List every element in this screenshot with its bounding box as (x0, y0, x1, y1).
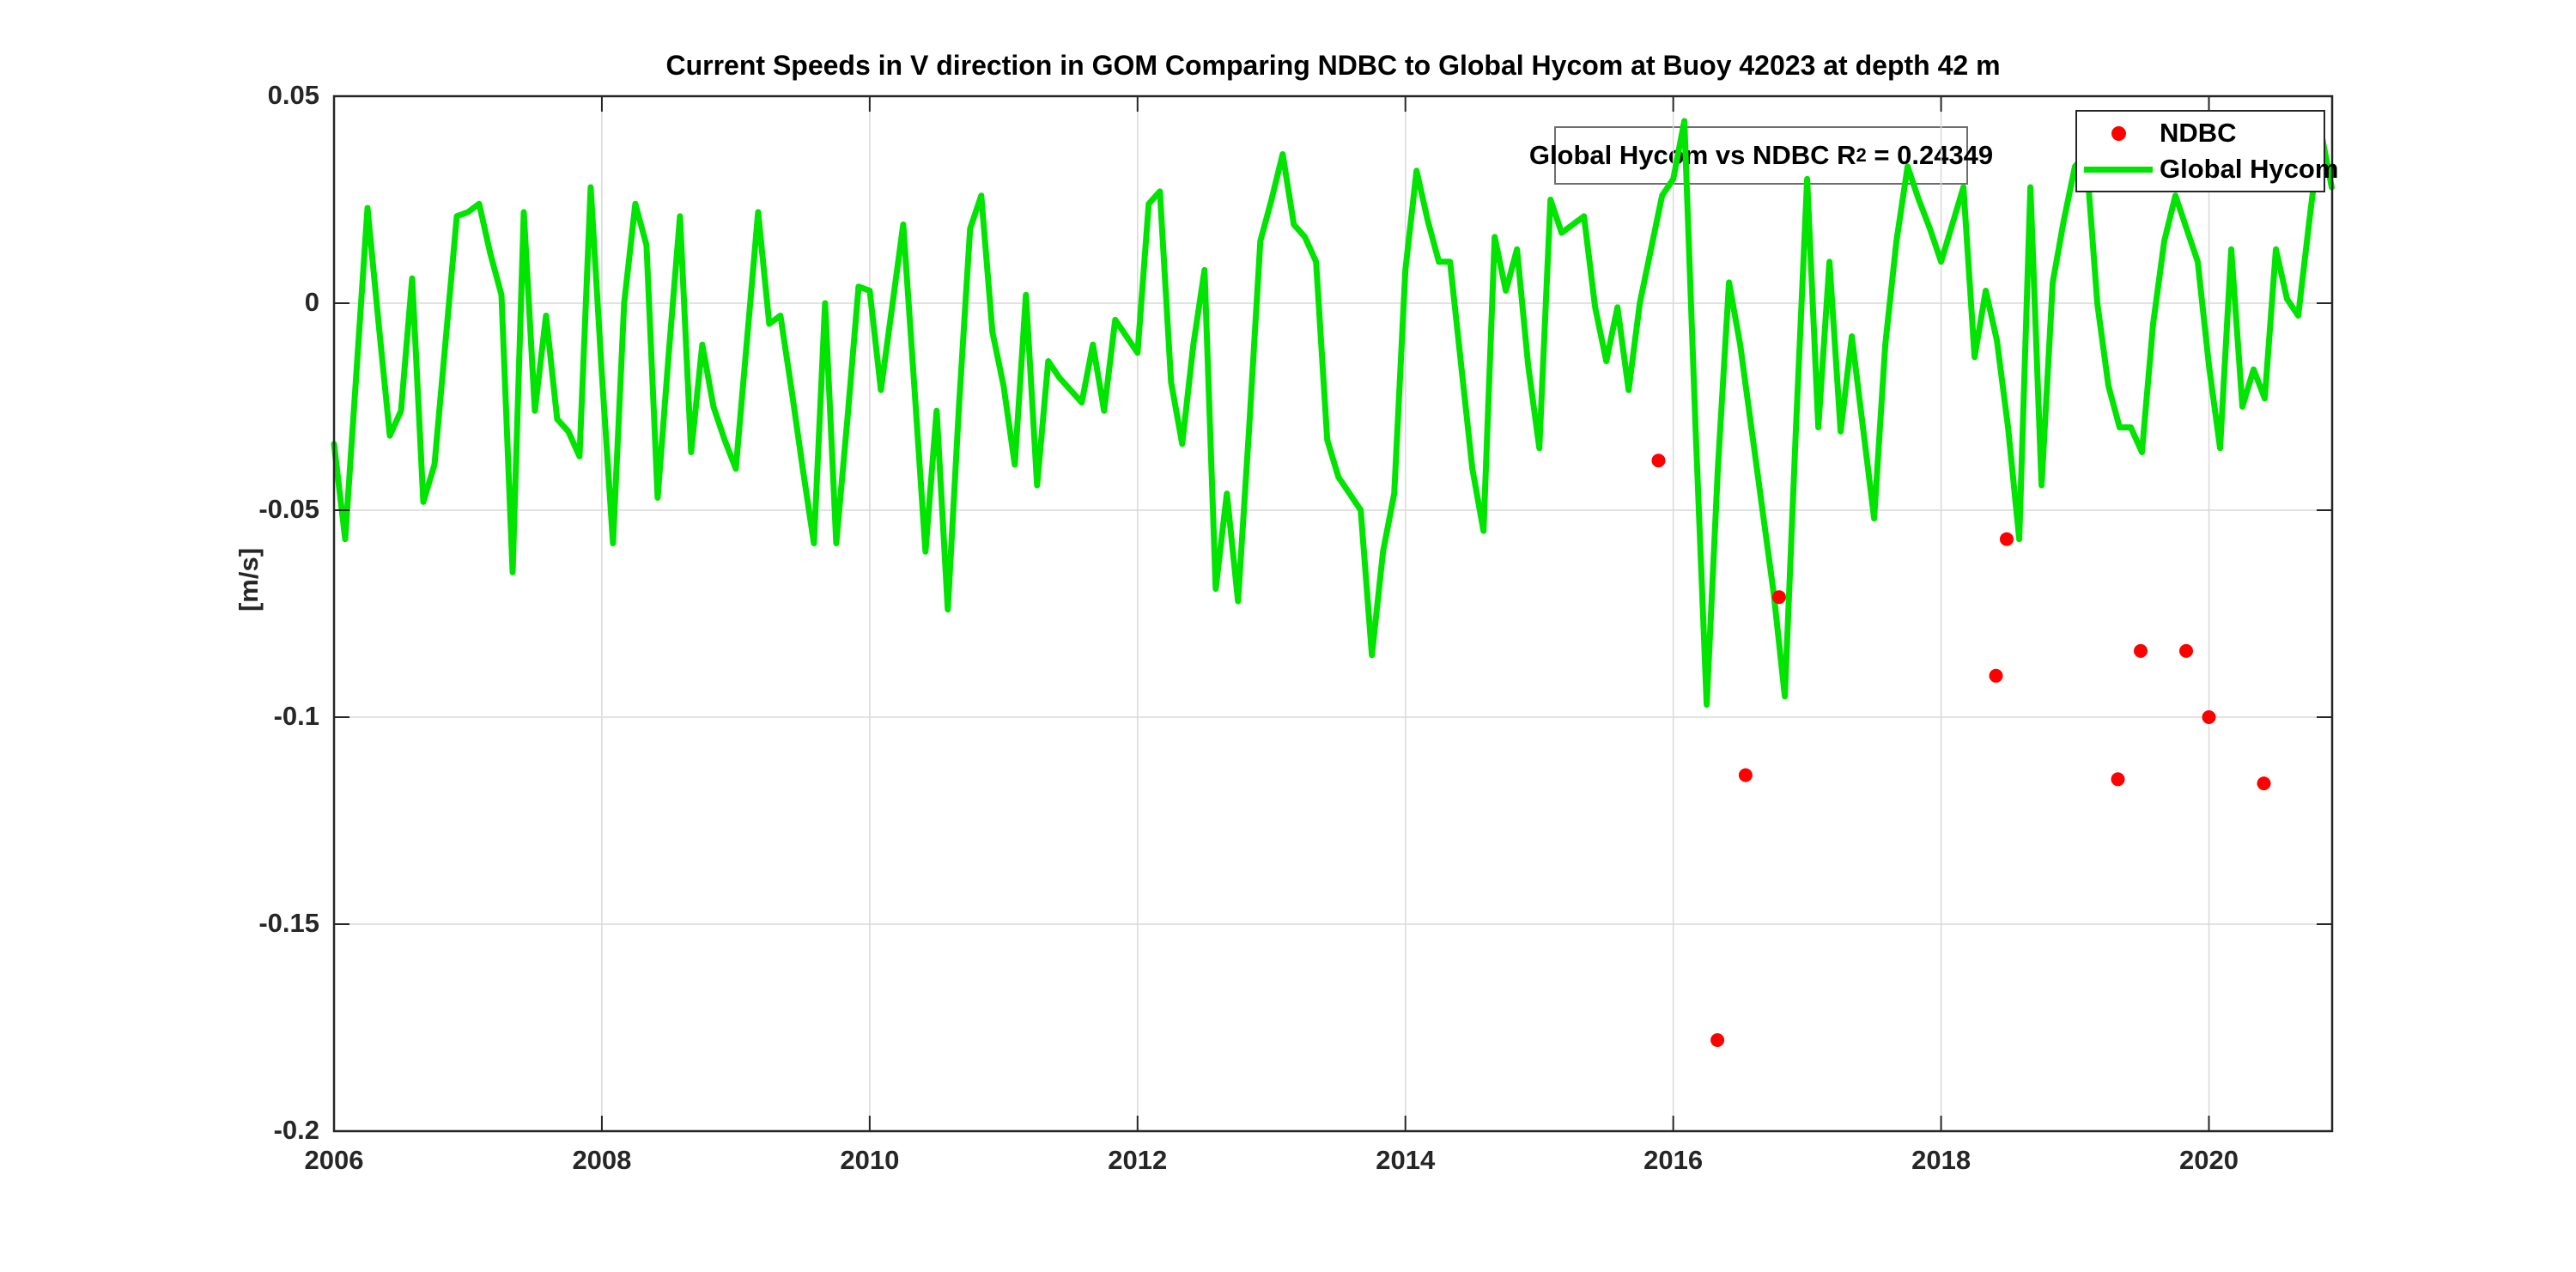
ndbc-data-point (2134, 643, 2148, 658)
ndbc-data-point (1738, 768, 1753, 782)
y-tick-label: -0.1 (273, 701, 319, 731)
x-tick-label: 2006 (304, 1145, 364, 1175)
legend-item-global-hycom: Global Hycom (2077, 153, 2338, 186)
ndbc-data-point (1651, 453, 1666, 468)
legend-label-global-hycom: Global Hycom (2160, 154, 2339, 184)
y-tick-label: 0 (304, 287, 319, 317)
legend-item-ndbc: NDBC (2077, 117, 2324, 149)
r-squared-text-suffix: = 0.24349 (1866, 140, 1994, 170)
ndbc-data-point (2179, 643, 2193, 658)
x-tick-label: 2020 (2179, 1145, 2239, 1175)
axes-border (332, 94, 2334, 1133)
r-squared-text-prefix: Global Hycom vs NDBC R (1528, 140, 1856, 170)
x-tick-label: 2016 (1643, 1145, 1704, 1175)
x-tick-label: 2008 (572, 1145, 632, 1175)
ndbc-data-point (1989, 668, 2003, 683)
x-tick-label: 2012 (1108, 1145, 1168, 1175)
x-tick-label: 2010 (840, 1145, 900, 1175)
y-tick-label: -0.15 (258, 908, 319, 938)
y-tick-label: -0.05 (258, 494, 319, 524)
chart-title: Current Speeds in V direction in GOM Com… (665, 50, 2001, 81)
ndbc-dot-marker-icon (2111, 125, 2126, 141)
ndbc-data-point (2111, 772, 2125, 787)
ndbc-data-point (2000, 532, 2014, 546)
y-tick-label: 0.05 (267, 80, 319, 110)
x-tick-label: 2018 (1911, 1145, 1971, 1175)
ndbc-data-point (2257, 776, 2271, 791)
ndbc-data-point (2202, 710, 2216, 724)
global-hycom-line (331, 118, 2335, 708)
ndbc-data-point (1771, 590, 1786, 605)
y-tick-label: -0.2 (273, 1115, 319, 1145)
legend: NDBC Global Hycom (2075, 110, 2338, 192)
y-axis-label: [m/s] (234, 547, 264, 612)
global-hycom-line-marker-icon (2084, 166, 2153, 173)
ndbc-data-point (1710, 1033, 1725, 1047)
legend-label-ndbc: NDBC (2160, 118, 2237, 148)
x-tick-label: 2014 (1376, 1145, 1436, 1175)
